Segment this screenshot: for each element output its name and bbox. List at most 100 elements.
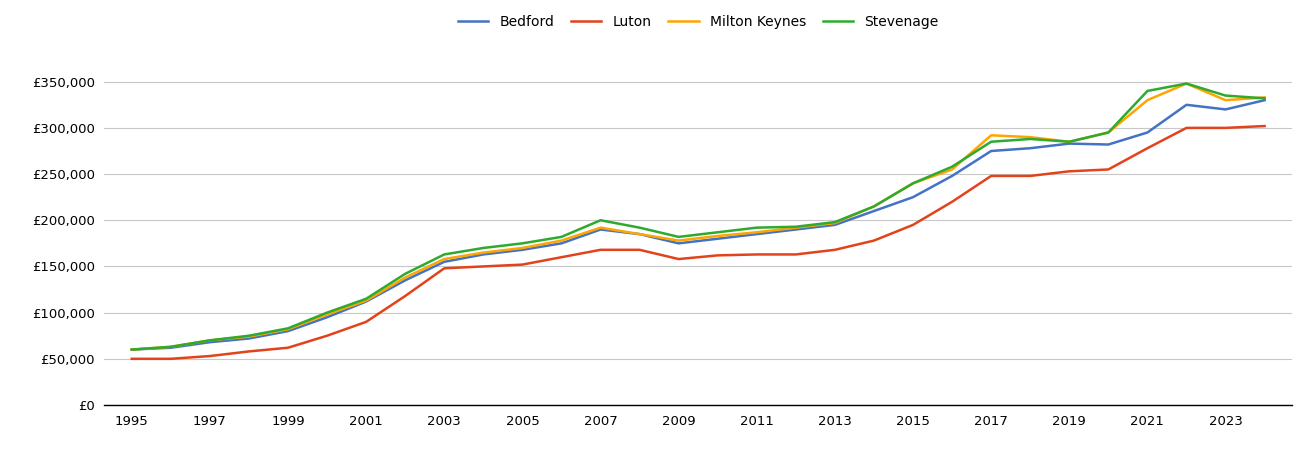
Bedford	[632, 231, 647, 237]
Stevenage	[1139, 88, 1155, 94]
Bedford	[1218, 107, 1233, 112]
Luton	[749, 252, 765, 257]
Luton	[788, 252, 804, 257]
Bedford	[749, 231, 765, 237]
Milton Keynes	[1257, 94, 1272, 100]
Milton Keynes	[359, 298, 375, 303]
Stevenage	[1257, 96, 1272, 101]
Milton Keynes	[827, 220, 843, 226]
Luton	[241, 349, 257, 354]
Milton Keynes	[202, 338, 218, 343]
Milton Keynes	[788, 225, 804, 230]
Milton Keynes	[241, 334, 257, 339]
Luton	[320, 333, 335, 338]
Stevenage	[592, 217, 608, 223]
Stevenage	[202, 338, 218, 343]
Bedford	[788, 227, 804, 232]
Luton	[592, 247, 608, 252]
Line: Bedford: Bedford	[132, 100, 1265, 350]
Bedford	[163, 345, 179, 351]
Bedford	[1022, 145, 1037, 151]
Milton Keynes	[397, 275, 412, 280]
Bedford	[514, 247, 530, 252]
Luton	[906, 222, 921, 228]
Line: Luton: Luton	[132, 126, 1265, 359]
Stevenage	[710, 230, 726, 235]
Stevenage	[984, 139, 1000, 144]
Bedford	[281, 328, 296, 334]
Luton	[397, 293, 412, 299]
Milton Keynes	[1139, 98, 1155, 103]
Milton Keynes	[514, 245, 530, 251]
Bedford	[202, 339, 218, 345]
Luton	[1218, 125, 1233, 130]
Milton Keynes	[320, 312, 335, 317]
Luton	[632, 247, 647, 252]
Milton Keynes	[281, 327, 296, 332]
Stevenage	[163, 344, 179, 350]
Luton	[827, 247, 843, 252]
Milton Keynes	[906, 180, 921, 186]
Bedford	[710, 236, 726, 242]
Stevenage	[1100, 130, 1116, 135]
Luton	[710, 252, 726, 258]
Luton	[1178, 125, 1194, 130]
Stevenage	[359, 296, 375, 302]
Milton Keynes	[553, 238, 569, 243]
Stevenage	[1218, 93, 1233, 98]
Luton	[1139, 145, 1155, 151]
Luton	[945, 199, 960, 204]
Luton	[1100, 167, 1116, 172]
Bedford	[359, 299, 375, 304]
Luton	[202, 353, 218, 359]
Stevenage	[749, 225, 765, 230]
Luton	[553, 255, 569, 260]
Milton Keynes	[1100, 130, 1116, 135]
Luton	[163, 356, 179, 361]
Bedford	[1061, 141, 1077, 146]
Milton Keynes	[436, 256, 452, 262]
Bedford	[553, 241, 569, 246]
Stevenage	[124, 347, 140, 352]
Bedford	[1257, 98, 1272, 103]
Milton Keynes	[1022, 135, 1037, 140]
Stevenage	[1061, 139, 1077, 144]
Luton	[124, 356, 140, 361]
Legend: Bedford, Luton, Milton Keynes, Stevenage: Bedford, Luton, Milton Keynes, Stevenage	[458, 15, 938, 29]
Luton	[475, 264, 491, 269]
Luton	[671, 256, 686, 262]
Milton Keynes	[632, 231, 647, 237]
Stevenage	[281, 326, 296, 331]
Stevenage	[397, 271, 412, 277]
Milton Keynes	[592, 225, 608, 230]
Bedford	[1178, 102, 1194, 108]
Stevenage	[827, 220, 843, 225]
Bedford	[867, 208, 882, 214]
Line: Stevenage: Stevenage	[132, 84, 1265, 350]
Stevenage	[436, 252, 452, 257]
Stevenage	[320, 310, 335, 315]
Milton Keynes	[163, 344, 179, 350]
Bedford	[906, 194, 921, 200]
Milton Keynes	[1178, 81, 1194, 86]
Luton	[1022, 173, 1037, 179]
Milton Keynes	[749, 230, 765, 235]
Stevenage	[906, 180, 921, 186]
Bedford	[945, 173, 960, 179]
Milton Keynes	[867, 204, 882, 209]
Stevenage	[788, 224, 804, 230]
Stevenage	[241, 333, 257, 338]
Milton Keynes	[475, 250, 491, 255]
Stevenage	[553, 234, 569, 239]
Bedford	[592, 227, 608, 232]
Luton	[984, 173, 1000, 179]
Luton	[436, 266, 452, 271]
Bedford	[984, 148, 1000, 154]
Bedford	[436, 259, 452, 265]
Luton	[359, 319, 375, 324]
Bedford	[827, 222, 843, 228]
Luton	[1061, 169, 1077, 174]
Milton Keynes	[1218, 98, 1233, 103]
Milton Keynes	[710, 233, 726, 238]
Stevenage	[1022, 136, 1037, 142]
